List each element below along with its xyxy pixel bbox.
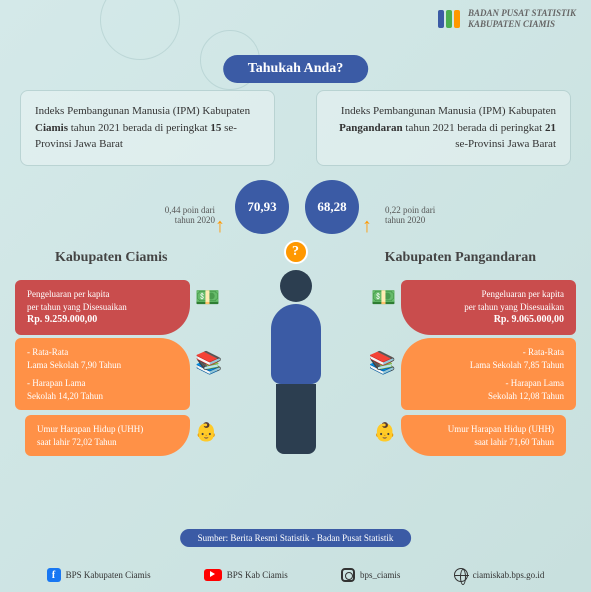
score-left: 70,93	[235, 180, 289, 234]
card-life-left: Umur Harapan Hidup (UHH) saat lahir 72,0…	[25, 415, 190, 456]
arrow-up-icon: ↑	[362, 215, 372, 238]
header: BADAN PUSAT STATISTIK KABUPATEN CIAMIS	[438, 8, 576, 30]
card-spending-right: Pengeluaran per kapita per tahun yang Di…	[401, 280, 576, 335]
delta-right: 0,22 poin dari tahun 2020	[385, 205, 455, 225]
youtube-icon	[204, 569, 222, 581]
card-education-left: - Rata-Rata Lama Sekolah 7,90 Tahun - Ha…	[15, 338, 190, 410]
footer: f BPS Kabupaten Ciamis BPS Kab Ciamis bp…	[0, 568, 591, 582]
footer-facebook[interactable]: f BPS Kabupaten Ciamis	[47, 568, 151, 582]
region-title-right: Kabupaten Pangandaran	[385, 250, 536, 266]
footer-instagram[interactable]: bps_ciamis	[341, 568, 401, 582]
baby-icon: 👶	[195, 422, 217, 443]
delta-left: 0,44 poin dari tahun 2020	[145, 205, 215, 225]
bps-logo	[438, 10, 460, 28]
score-right: 68,28	[305, 180, 359, 234]
money-icon: 💵	[195, 285, 220, 310]
footer-youtube[interactable]: BPS Kab Ciamis	[204, 569, 288, 581]
person-illustration	[251, 270, 341, 470]
footer-website[interactable]: ciamiskab.bps.go.id	[454, 568, 545, 582]
source-banner: Sumber: Berita Resmi Statistik - Badan P…	[180, 529, 412, 547]
decor-circle	[100, 0, 180, 60]
region-title-left: Kabupaten Ciamis	[55, 250, 167, 266]
baby-icon: 👶	[374, 422, 396, 443]
globe-icon	[454, 568, 468, 582]
arrow-up-icon: ↑	[215, 215, 225, 238]
card-life-right: Umur Harapan Hidup (UHH) saat lahir 71,6…	[401, 415, 566, 456]
facebook-icon: f	[47, 568, 61, 582]
books-icon: 📚	[195, 350, 222, 376]
org-name: BADAN PUSAT STATISTIK	[468, 8, 576, 19]
question-icon: ?	[284, 240, 308, 264]
money-icon: 💵	[371, 285, 396, 310]
fact-box-right: Indeks Pembangunan Manusia (IPM) Kabupat…	[316, 90, 571, 166]
title-banner: Tahukah Anda?	[223, 55, 369, 83]
instagram-icon	[341, 568, 355, 582]
fact-box-left: Indeks Pembangunan Manusia (IPM) Kabupat…	[20, 90, 275, 166]
header-text: BADAN PUSAT STATISTIK KABUPATEN CIAMIS	[468, 8, 576, 30]
org-region: KABUPATEN CIAMIS	[468, 19, 576, 30]
card-spending-left: Pengeluaran per kapita per tahun yang Di…	[15, 280, 190, 335]
card-education-right: - Rata-Rata Lama Sekolah 7,85 Tahun - Ha…	[401, 338, 576, 410]
books-icon: 📚	[369, 350, 396, 376]
